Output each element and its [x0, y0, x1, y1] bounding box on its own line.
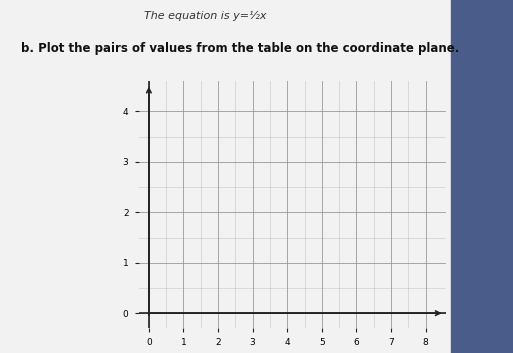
Text: The equation is y=½x: The equation is y=½x [144, 11, 266, 21]
Text: b. Plot the pairs of values from the table on the coordinate plane.: b. Plot the pairs of values from the tab… [21, 42, 459, 55]
